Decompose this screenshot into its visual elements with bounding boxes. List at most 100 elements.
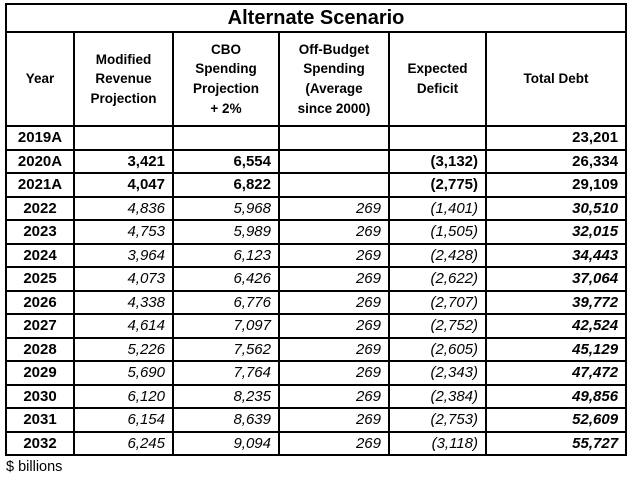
deficit-cell: (2,384) (388, 383, 487, 409)
deficit-cell: (2,775) (388, 172, 487, 198)
revenue-cell: 4,047 (73, 172, 174, 198)
year-cell: 2025 (5, 266, 75, 292)
table-row: 2021A 4,047 6,822 (2,775) 29,109 (5, 172, 628, 198)
table-row: 2019A 23,201 (5, 125, 628, 151)
offbudget-cell: 269 (278, 430, 390, 456)
spending-cell: 5,989 (172, 219, 280, 245)
spending-cell: 6,554 (172, 148, 280, 174)
year-cell: 2022 (5, 195, 75, 221)
column-header-deficit: Expected Deficit (388, 31, 487, 127)
revenue-cell: 6,245 (73, 430, 174, 456)
header-row: Year Modified Revenue Projection CBO Spe… (5, 31, 628, 127)
revenue-cell: 3,964 (73, 242, 174, 268)
debt-cell: 47,472 (484, 360, 628, 386)
offbudget-cell: 269 (278, 242, 390, 268)
revenue-cell: 4,614 (73, 313, 174, 339)
debt-cell: 39,772 (484, 289, 628, 315)
table-row: 2020A 3,421 6,554 (3,132) 26,334 (5, 148, 628, 174)
table-row: 2025 4,073 6,426 269 (2,622) 37,064 (5, 266, 628, 292)
revenue-cell (73, 125, 174, 151)
year-cell: 2032 (5, 430, 75, 456)
revenue-cell: 5,690 (73, 360, 174, 386)
table-row: 2031 6,154 8,639 269 (2,753) 52,609 (5, 407, 628, 433)
year-cell: 2026 (5, 289, 75, 315)
deficit-cell: (2,707) (388, 289, 487, 315)
year-cell: 2029 (5, 360, 75, 386)
offbudget-cell: 269 (278, 266, 390, 292)
revenue-cell: 5,226 (73, 336, 174, 362)
offbudget-cell: 269 (278, 336, 390, 362)
revenue-cell: 3,421 (73, 148, 174, 174)
offbudget-cell: 269 (278, 289, 390, 315)
year-cell: 2030 (5, 383, 75, 409)
deficit-cell: (3,118) (388, 430, 487, 456)
table-row: 2028 5,226 7,562 269 (2,605) 45,129 (5, 336, 628, 362)
deficit-cell: (1,401) (388, 195, 487, 221)
debt-cell: 52,609 (484, 407, 628, 433)
table-row: 2023 4,753 5,989 269 (1,505) 32,015 (5, 219, 628, 245)
deficit-cell: (2,605) (388, 336, 487, 362)
spending-cell: 8,639 (172, 407, 280, 433)
debt-cell: 55,727 (484, 430, 628, 456)
deficit-cell: (2,343) (388, 360, 487, 386)
spending-cell: 9,094 (172, 430, 280, 456)
revenue-cell: 4,338 (73, 289, 174, 315)
offbudget-cell: 269 (278, 407, 390, 433)
deficit-cell (388, 125, 487, 151)
offbudget-cell: 269 (278, 219, 390, 245)
spending-cell: 6,123 (172, 242, 280, 268)
column-header-revenue: Modified Revenue Projection (73, 31, 174, 127)
offbudget-cell: 269 (278, 313, 390, 339)
year-cell: 2023 (5, 219, 75, 245)
year-cell: 2028 (5, 336, 75, 362)
deficit-cell: (2,622) (388, 266, 487, 292)
offbudget-cell (278, 172, 390, 198)
debt-cell: 49,856 (484, 383, 628, 409)
table-row: 2026 4,338 6,776 269 (2,707) 39,772 (5, 289, 628, 315)
table-title: Alternate Scenario (4, 3, 628, 33)
table-row: 2022 4,836 5,968 269 (1,401) 30,510 (5, 195, 628, 221)
spending-cell (172, 125, 280, 151)
spending-cell: 8,235 (172, 383, 280, 409)
debt-cell: 37,064 (484, 266, 628, 292)
offbudget-cell (278, 125, 390, 151)
table-row: 2029 5,690 7,764 269 (2,343) 47,472 (5, 360, 628, 386)
column-header-total-debt: Total Debt (484, 31, 628, 127)
debt-cell: 42,524 (484, 313, 628, 339)
debt-cell: 30,510 (484, 195, 628, 221)
offbudget-cell: 269 (278, 383, 390, 409)
revenue-cell: 4,836 (73, 195, 174, 221)
year-cell: 2027 (5, 313, 75, 339)
revenue-cell: 6,120 (73, 383, 174, 409)
debt-cell: 23,201 (484, 125, 628, 151)
debt-cell: 32,015 (484, 219, 628, 245)
spending-cell: 7,097 (172, 313, 280, 339)
table-body: 2019A 23,201 2020A 3,421 6,554 (3,132) 2… (5, 125, 628, 456)
spending-cell: 6,822 (172, 172, 280, 198)
year-cell: 2020A (5, 148, 75, 174)
title-row: Alternate Scenario (4, 3, 628, 33)
column-header-spending: CBO Spending Projection + 2% (172, 31, 280, 127)
alternate-scenario-table: Alternate Scenario Year Modified Revenue… (4, 3, 628, 456)
spending-cell: 7,764 (172, 360, 280, 386)
offbudget-cell: 269 (278, 195, 390, 221)
year-cell: 2021A (5, 172, 75, 198)
column-header-offbudget: Off-Budget Spending (Average since 2000) (278, 31, 390, 127)
debt-cell: 45,129 (484, 336, 628, 362)
year-cell: 2019A (5, 125, 75, 151)
spending-cell: 6,776 (172, 289, 280, 315)
table-row: 2024 3,964 6,123 269 (2,428) 34,443 (5, 242, 628, 268)
deficit-cell: (2,752) (388, 313, 487, 339)
deficit-cell: (2,428) (388, 242, 487, 268)
deficit-cell: (3,132) (388, 148, 487, 174)
deficit-cell: (2,753) (388, 407, 487, 433)
deficit-cell: (1,505) (388, 219, 487, 245)
debt-cell: 26,334 (484, 148, 628, 174)
offbudget-cell: 269 (278, 360, 390, 386)
year-cell: 2024 (5, 242, 75, 268)
table-row: 2032 6,245 9,094 269 (3,118) 55,727 (5, 430, 628, 456)
spending-cell: 5,968 (172, 195, 280, 221)
table-row: 2027 4,614 7,097 269 (2,752) 42,524 (5, 313, 628, 339)
debt-cell: 34,443 (484, 242, 628, 268)
